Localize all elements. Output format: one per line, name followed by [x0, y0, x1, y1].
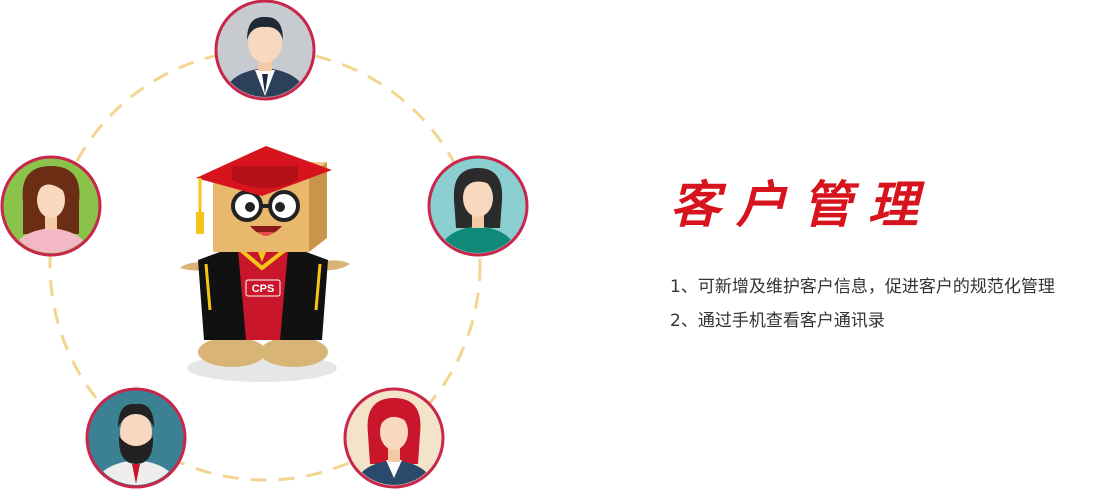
customer-management-illustration: CPS: [0, 0, 529, 489]
avatar-man-beard-icon: [85, 387, 187, 489]
section-title: 客户管理: [670, 175, 934, 234]
avatar-woman-redhair-icon: [343, 387, 445, 489]
feature-list: 1、可新增及维护客户信息，促进客户的规范化管理 2、通过手机查看客户通讯录: [670, 270, 1120, 338]
section-text: 客户管理 1、可新增及维护客户信息，促进客户的规范化管理 2、通过手机查看客户通…: [670, 170, 1120, 338]
avatar-man-suit-icon: [214, 0, 316, 101]
feature-item: 1、可新增及维护客户信息，促进客户的规范化管理: [670, 277, 1055, 297]
feature-item: 2、通过手机查看客户通讯录: [670, 311, 885, 331]
mascot-badge-text: CPS: [252, 283, 275, 295]
avatar-woman-curly-icon: [0, 155, 102, 257]
mascot-graduate-icon: CPS: [180, 146, 350, 382]
avatar-woman-teal-icon: [427, 155, 529, 257]
